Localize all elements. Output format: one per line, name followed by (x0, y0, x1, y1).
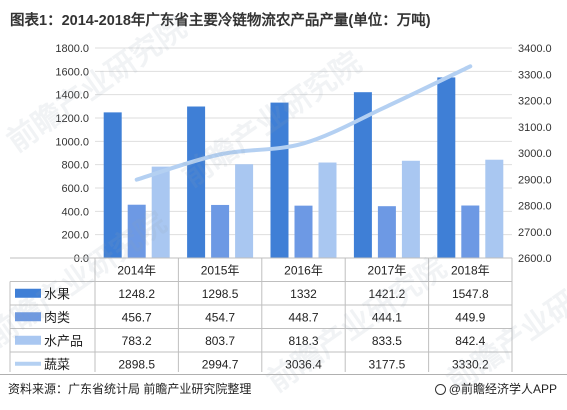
data-label: 1547.8 (452, 287, 489, 301)
data-label: 2994.7 (202, 357, 239, 371)
y-right-tick-label: 3100.0 (518, 122, 552, 134)
data-label: 454.7 (205, 310, 235, 324)
data-label: 803.7 (205, 334, 235, 348)
bar (211, 204, 230, 258)
bar (437, 77, 456, 258)
data-label: 456.7 (122, 310, 152, 324)
y-left-tick-label: 1000.0 (55, 136, 89, 148)
y-left-tick-label: 0.0 (74, 253, 89, 265)
y-right-tick-label: 2600.0 (518, 253, 552, 265)
bar (485, 159, 504, 258)
legend-label: 水果 (44, 286, 70, 301)
data-label: 1332 (290, 287, 317, 301)
footer-brand: @前瞻经济学人APP (434, 380, 557, 397)
legend-swatch (15, 288, 41, 298)
data-label: 1421.2 (369, 287, 406, 301)
x-tick-label: 2015年 (201, 263, 240, 277)
data-label: 3177.5 (369, 357, 406, 371)
bar (270, 102, 289, 258)
bar (353, 92, 372, 259)
data-label: 783.2 (122, 334, 152, 348)
bar (294, 205, 313, 258)
y-left-tick-label: 400.0 (61, 206, 89, 218)
footer-brand-text: @前瞻经济学人APP (448, 382, 557, 396)
y-left-tick-label: 1600.0 (55, 66, 89, 78)
data-label: 444.1 (372, 310, 402, 324)
data-label: 1298.5 (202, 287, 239, 301)
bar (318, 162, 337, 258)
y-right-tick-label: 2700.0 (518, 227, 552, 239)
data-label: 449.9 (455, 310, 485, 324)
data-label: 448.7 (288, 310, 318, 324)
y-right-tick-label: 3300.0 (518, 69, 552, 81)
brand-logo-icon (434, 384, 446, 395)
data-label: 833.5 (372, 334, 402, 348)
x-tick-label: 2014年 (117, 263, 156, 277)
legend-label: 肉类 (44, 310, 70, 325)
y-right-tick-label: 3400.0 (518, 43, 552, 55)
bar (187, 106, 206, 258)
chart: 0.0 200.0 400.0 600.0 800.0 1000.0 1200.0 1400.… (9, 43, 552, 372)
y-right-tick-label: 3000.0 (518, 148, 552, 160)
y-left-tick-label: 1800.0 (55, 43, 89, 55)
data-label: 3036.4 (285, 357, 322, 371)
y-left-tick-label: 1200.0 (55, 113, 89, 125)
bar (377, 206, 396, 258)
footer-source: 资料来源：广东省统计局 前瞻产业研究院整理 (8, 382, 252, 396)
y-right-tick-label: 2900.0 (518, 174, 552, 186)
data-label: 818.3 (288, 334, 318, 348)
legend-swatch (15, 335, 41, 345)
y-left-tick-label: 600.0 (61, 183, 89, 195)
data-label: 1248.2 (118, 287, 155, 301)
bar (461, 205, 480, 258)
bar (103, 112, 122, 258)
legend-swatch (15, 312, 41, 322)
bar (235, 164, 254, 258)
legend-label: 蔬菜 (44, 357, 70, 372)
y-left-tick-label: 200.0 (61, 230, 89, 242)
y-left-tick-label: 800.0 (61, 160, 89, 172)
chart-title: 图表1：2014-2018年广东省主要冷链物流农产品产量(单位：万吨) (10, 13, 431, 29)
legend-label: 水产品 (44, 333, 83, 348)
y-right-tick-label: 3200.0 (518, 96, 552, 108)
x-tick-label: 2017年 (368, 263, 407, 277)
y-right-tick-label: 2800.0 (518, 201, 552, 213)
footer-divider (0, 374, 567, 375)
bar (151, 166, 170, 258)
bar (401, 160, 420, 258)
bar (127, 204, 146, 258)
data-label: 3330.2 (452, 357, 489, 371)
y-left-tick-label: 1400.0 (55, 90, 89, 102)
series-line (134, 64, 473, 182)
x-tick-label: 2016年 (284, 263, 323, 277)
x-tick-label: 2018年 (451, 263, 490, 277)
data-label: 2898.5 (118, 357, 155, 371)
data-label: 842.4 (455, 334, 485, 348)
